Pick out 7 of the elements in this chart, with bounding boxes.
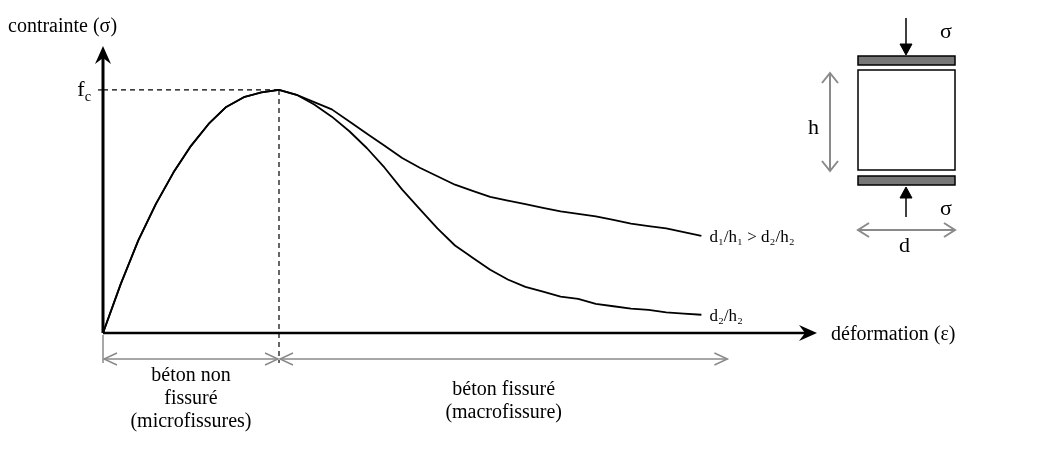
text: béton fissuré (macrofissure)	[445, 377, 563, 423]
series-label: d₁/h₁ > d₂/h₂	[709, 226, 795, 246]
specimen-diagram: σ h σ d	[800, 10, 970, 256]
series-label: d₂/h₂	[709, 305, 743, 325]
text: béton non fissuré (microfissures)	[130, 363, 252, 432]
y-axis-title: contrainte (σ)	[8, 14, 118, 37]
x-axis-title: déformation (ε)	[831, 322, 956, 345]
